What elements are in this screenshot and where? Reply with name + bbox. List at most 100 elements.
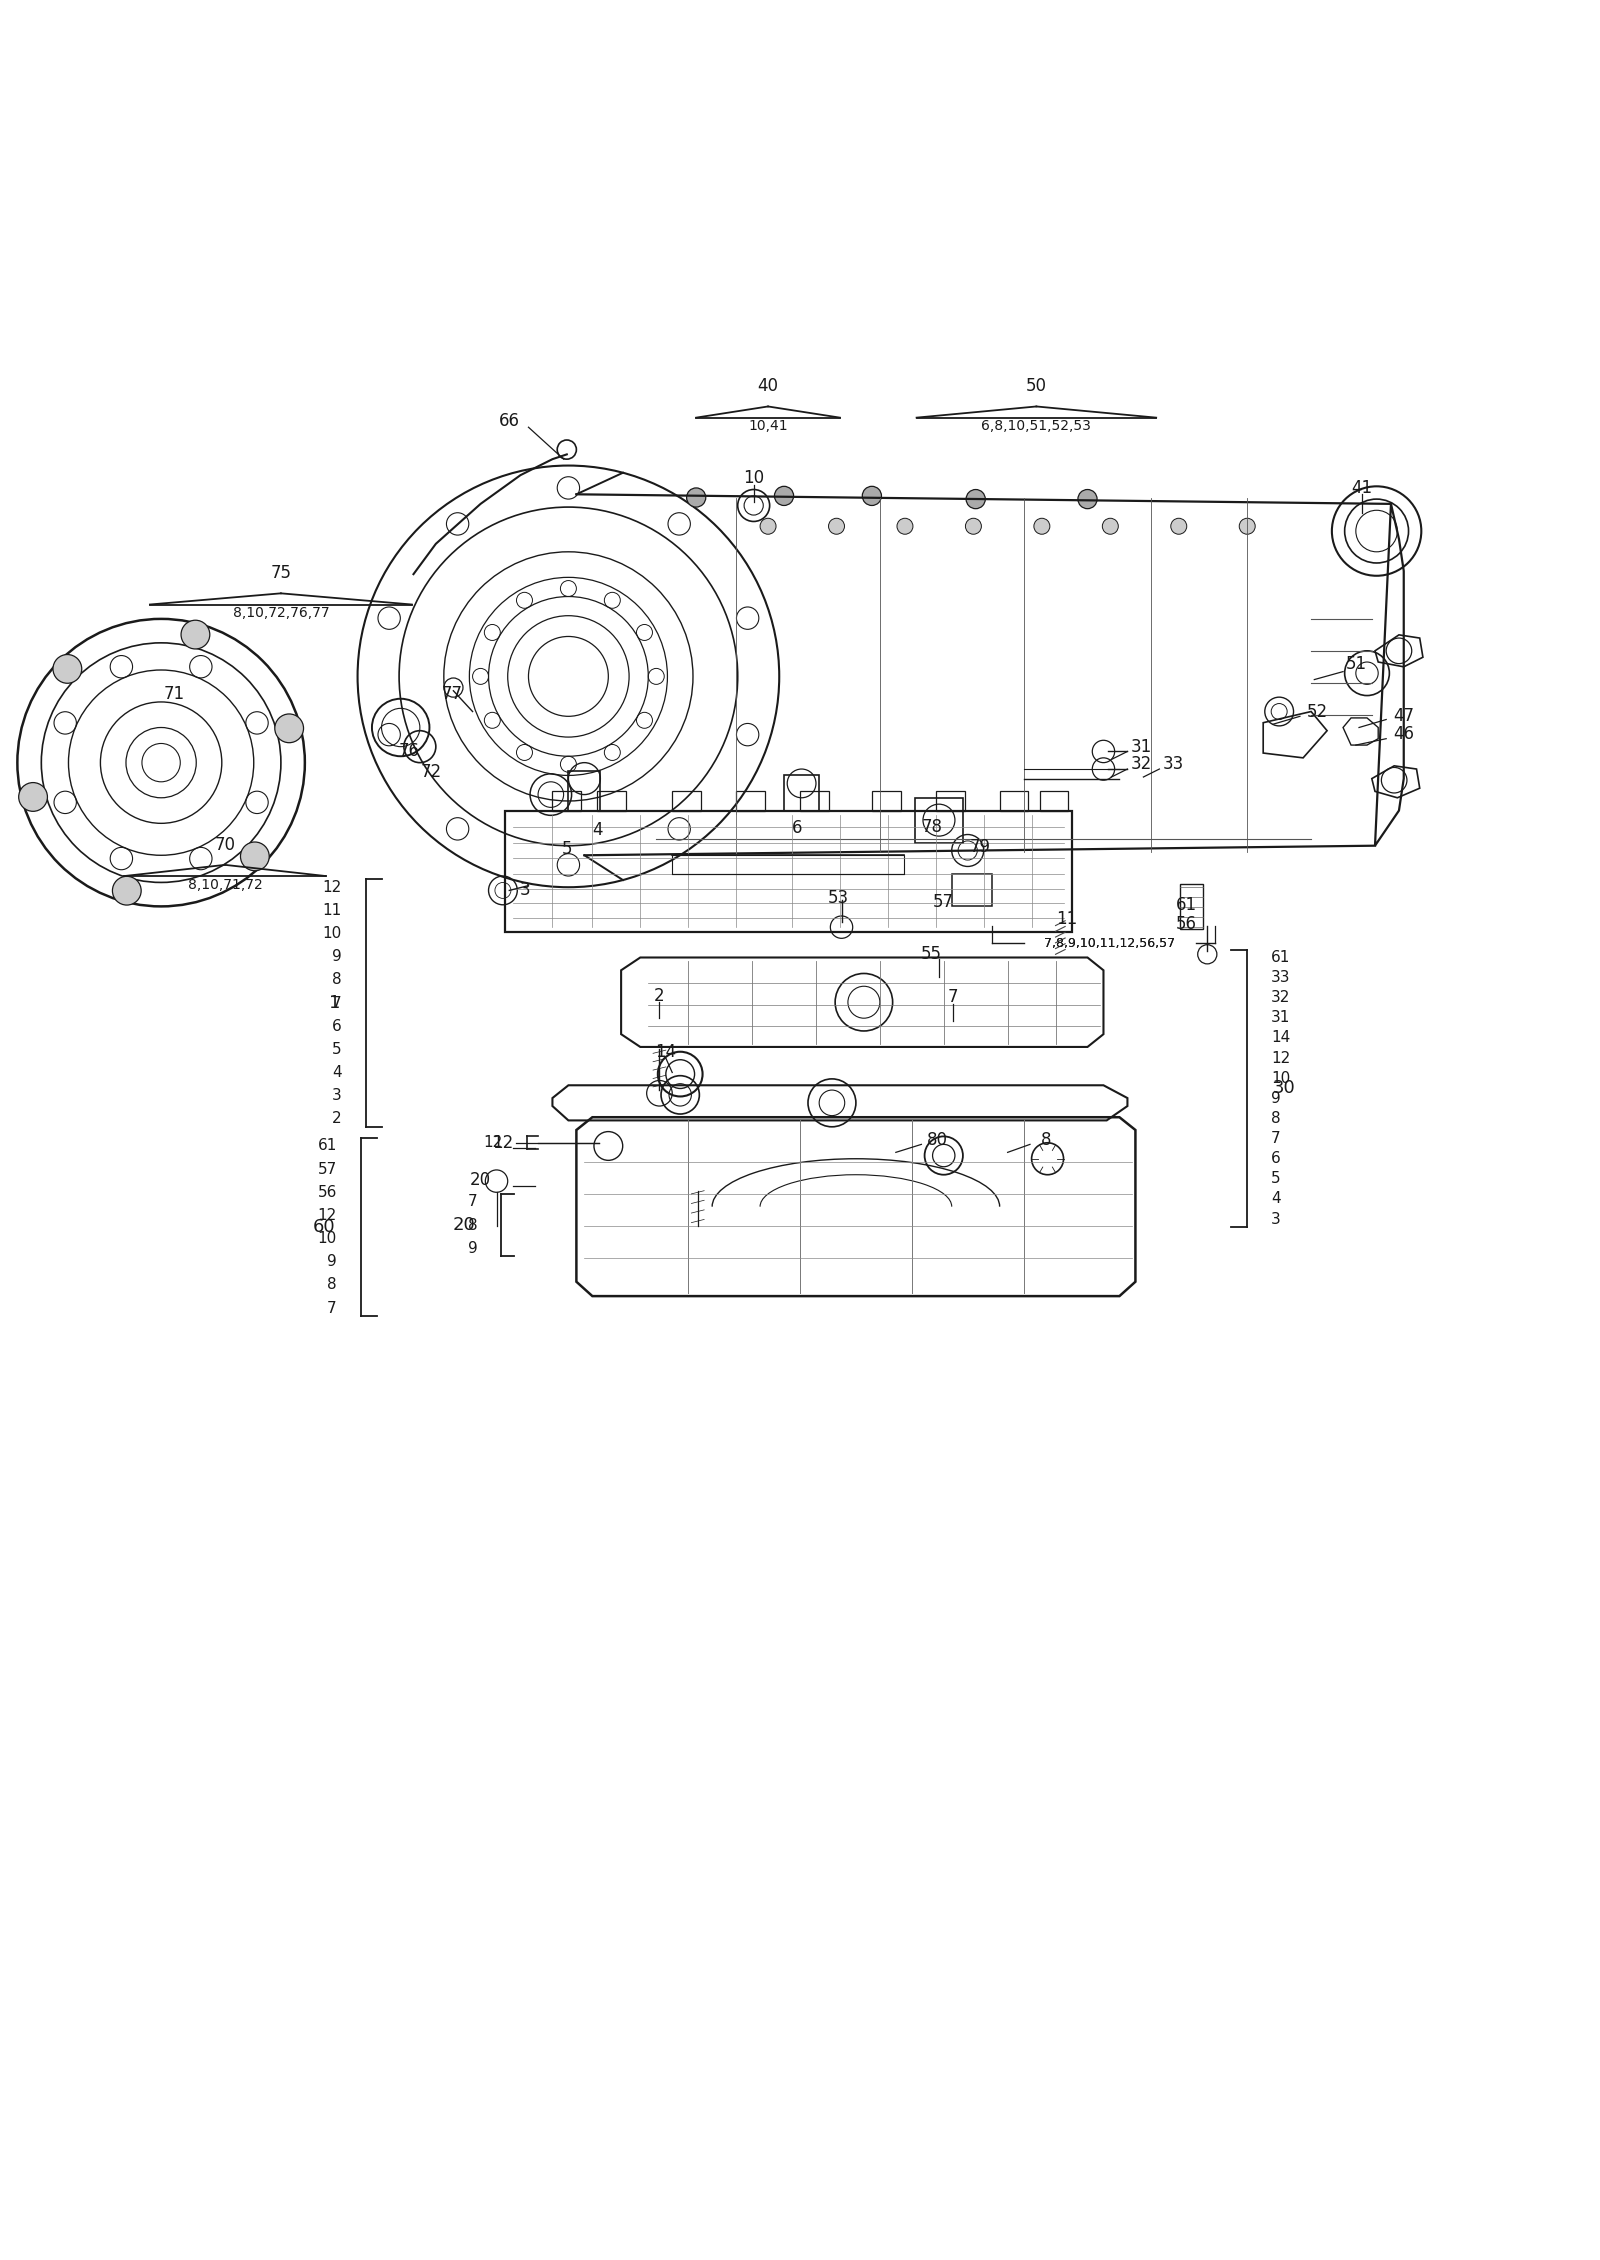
Text: 9: 9 (1270, 1092, 1282, 1105)
Text: 8: 8 (467, 1218, 477, 1232)
Text: 4: 4 (331, 1064, 341, 1080)
Text: 9: 9 (467, 1241, 477, 1257)
Text: 32: 32 (1270, 990, 1291, 1006)
Text: 7: 7 (1270, 1130, 1282, 1146)
Text: 10: 10 (317, 1232, 338, 1245)
Text: 76: 76 (398, 744, 419, 759)
Text: 14: 14 (1270, 1031, 1291, 1046)
Circle shape (181, 619, 210, 649)
Text: 8: 8 (1270, 1112, 1282, 1125)
Circle shape (965, 518, 981, 533)
Bar (1040, 791, 1069, 811)
Text: 46: 46 (1394, 725, 1414, 744)
Text: 60: 60 (312, 1218, 336, 1236)
Text: 61: 61 (317, 1139, 338, 1153)
Circle shape (240, 843, 269, 870)
Bar (784, 775, 819, 811)
Text: 72: 72 (421, 764, 442, 782)
Bar (1181, 884, 1203, 929)
Text: 11: 11 (322, 904, 341, 918)
Text: 12: 12 (1270, 1051, 1291, 1067)
Text: 70: 70 (214, 836, 235, 854)
Text: 7,8,9,10,11,12,56,57: 7,8,9,10,11,12,56,57 (1045, 936, 1176, 949)
Circle shape (966, 490, 986, 509)
Text: 33: 33 (1163, 755, 1184, 773)
Circle shape (686, 488, 706, 506)
Text: 2: 2 (654, 988, 664, 1006)
Text: 2: 2 (331, 1112, 341, 1125)
Text: 71: 71 (163, 685, 184, 703)
Text: 5: 5 (331, 1042, 341, 1058)
Bar (936, 791, 965, 811)
Text: 40: 40 (757, 377, 779, 395)
Circle shape (53, 655, 82, 683)
Text: 56: 56 (317, 1184, 338, 1200)
Text: 3: 3 (520, 881, 531, 899)
Circle shape (862, 486, 882, 506)
Text: 30: 30 (1272, 1080, 1296, 1098)
Text: 8: 8 (1040, 1130, 1051, 1148)
Circle shape (774, 486, 794, 506)
Circle shape (112, 877, 141, 904)
Text: 7,8,9,10,11,12,56,57: 7,8,9,10,11,12,56,57 (1045, 936, 1176, 949)
Text: 57: 57 (933, 893, 954, 911)
Text: 47: 47 (1394, 707, 1414, 725)
Text: 7: 7 (467, 1193, 477, 1209)
Bar (872, 791, 901, 811)
Text: 14: 14 (656, 1042, 677, 1060)
Circle shape (829, 518, 845, 533)
Circle shape (1240, 518, 1256, 533)
Text: 9: 9 (326, 1254, 338, 1270)
Bar (568, 771, 600, 811)
Text: 61: 61 (1270, 949, 1291, 965)
Text: 8: 8 (331, 972, 341, 988)
Text: 20: 20 (453, 1216, 475, 1234)
Bar (800, 791, 829, 811)
Text: 66: 66 (499, 411, 520, 429)
Text: 9: 9 (331, 949, 341, 965)
Bar (552, 791, 581, 811)
Text: 7: 7 (949, 988, 958, 1006)
Text: 8: 8 (326, 1277, 338, 1293)
Text: 4: 4 (1270, 1191, 1282, 1207)
Text: 79: 79 (970, 838, 990, 857)
Text: 5: 5 (1270, 1171, 1282, 1186)
Bar (915, 798, 963, 843)
Text: 5: 5 (562, 841, 573, 859)
Text: 6: 6 (331, 1019, 341, 1033)
Text: 10: 10 (322, 927, 341, 940)
Text: 10: 10 (742, 470, 765, 488)
Bar (736, 791, 765, 811)
Text: 3: 3 (331, 1087, 341, 1103)
Text: 12: 12 (483, 1135, 502, 1150)
Text: 78: 78 (922, 818, 942, 836)
Text: 20: 20 (470, 1171, 491, 1189)
Text: 50: 50 (1026, 377, 1046, 395)
Bar (504, 811, 1072, 931)
Text: 6: 6 (792, 818, 802, 836)
Text: 52: 52 (1307, 703, 1328, 721)
Text: 7: 7 (326, 1300, 338, 1315)
Circle shape (1171, 518, 1187, 533)
Circle shape (760, 518, 776, 533)
Bar (672, 791, 701, 811)
Text: 31: 31 (1270, 1010, 1291, 1026)
Text: 10: 10 (1270, 1071, 1291, 1085)
Text: 75: 75 (270, 565, 291, 583)
Text: 11: 11 (1056, 911, 1077, 929)
Text: 41: 41 (1352, 479, 1373, 497)
Text: 12: 12 (493, 1135, 514, 1153)
Text: 32: 32 (1131, 755, 1152, 773)
Text: 6,8,10,51,52,53: 6,8,10,51,52,53 (981, 420, 1091, 434)
Text: 61: 61 (1176, 895, 1197, 913)
Text: 12: 12 (322, 879, 341, 895)
Text: 56: 56 (1176, 915, 1197, 933)
Text: 33: 33 (1270, 970, 1291, 985)
Bar (597, 791, 626, 811)
Text: 8,10,72,76,77: 8,10,72,76,77 (232, 606, 330, 619)
Circle shape (1034, 518, 1050, 533)
Circle shape (898, 518, 914, 533)
Text: 80: 80 (926, 1130, 947, 1148)
Text: 7: 7 (331, 994, 341, 1010)
Text: 6: 6 (1270, 1150, 1282, 1166)
